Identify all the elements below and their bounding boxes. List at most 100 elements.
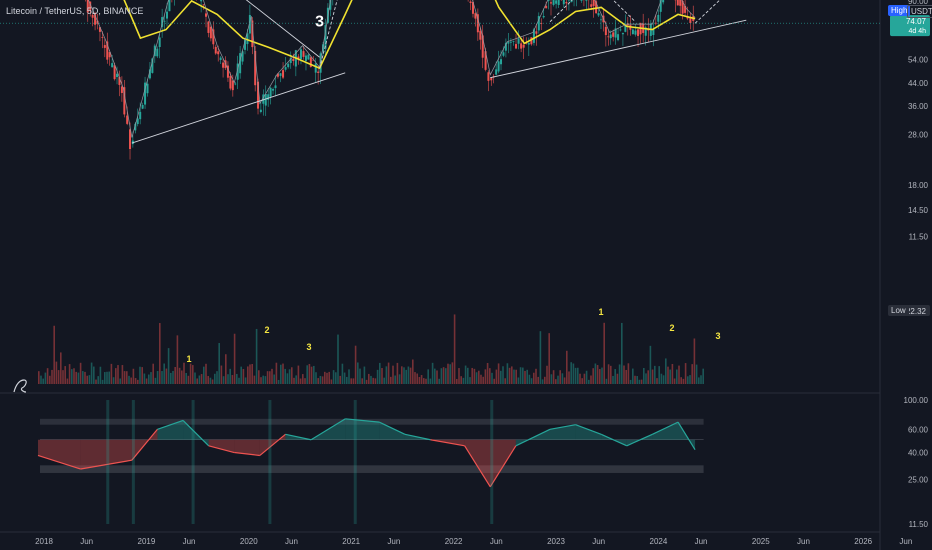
low-value: 22.32 — [906, 307, 927, 316]
volume-wave-label: 2 — [264, 325, 269, 335]
candle-body — [644, 27, 647, 36]
low-value-badge — [906, 305, 930, 316]
volume-bar — [178, 367, 181, 384]
indicator-line — [404, 433, 431, 441]
volume-bar — [368, 373, 370, 384]
candle-body — [123, 87, 126, 115]
price-tick-label: 18.00 — [908, 181, 929, 190]
volume-bar — [354, 345, 357, 384]
volume-bar — [640, 379, 643, 384]
volume-bar — [163, 363, 165, 384]
volume-wave-label: 3 — [306, 342, 311, 352]
candle-body — [292, 58, 295, 61]
candle-body — [681, 0, 684, 14]
volume-bar — [678, 365, 680, 384]
volume-bar — [634, 375, 636, 384]
candle-body — [120, 86, 123, 93]
candle-body — [565, 2, 568, 4]
volume-bar — [469, 377, 471, 384]
candle-body — [612, 32, 615, 37]
volume-bar — [535, 368, 537, 384]
indicator-line — [345, 418, 380, 423]
volume-bar — [222, 376, 225, 384]
volume-bar — [77, 372, 80, 384]
candle-body — [101, 37, 104, 38]
time-tick-label: 2022 — [445, 537, 463, 546]
volume-bar — [405, 369, 407, 384]
volume-bar — [97, 376, 99, 384]
candle-body — [226, 65, 229, 78]
volume-bar — [425, 378, 427, 384]
time-tick-label: 2019 — [138, 537, 156, 546]
indicator-fill — [157, 420, 184, 440]
volume-bar — [416, 373, 418, 384]
candle-body — [89, 1, 92, 11]
candle-body — [689, 17, 692, 24]
volume-bar — [346, 376, 348, 384]
volume-bar — [651, 369, 654, 384]
volume-bar — [216, 371, 218, 384]
volume-bar — [632, 368, 634, 384]
volume-bar — [88, 375, 91, 384]
volume-bar — [229, 368, 231, 384]
volume-bar — [480, 374, 482, 384]
currency-badge[interactable]: USDT — [907, 5, 932, 18]
volume-bar — [548, 333, 550, 384]
candle-body — [512, 40, 515, 42]
candle-body — [652, 29, 655, 36]
volume-bar — [156, 371, 159, 384]
volume-bar — [295, 375, 297, 384]
volume-bar — [130, 377, 132, 384]
candle-body — [144, 82, 147, 105]
volume-bar — [46, 368, 49, 384]
volume-bar — [557, 375, 559, 384]
candle-body — [98, 27, 101, 32]
volume-bar — [185, 372, 187, 384]
volume-bar — [445, 368, 447, 384]
volume-bar — [317, 378, 319, 384]
time-tick-label: 2026 — [854, 537, 872, 546]
last-price-value: 74.07 — [906, 17, 927, 26]
candle-body — [515, 44, 518, 49]
indicator-line — [652, 421, 679, 435]
volume-bar — [671, 363, 674, 384]
candle-body — [289, 58, 292, 64]
candle-body — [495, 69, 498, 75]
candle-body — [217, 51, 220, 55]
volume-bar — [537, 376, 539, 384]
candle-body — [585, 0, 588, 2]
countdown-label: 4d 4h — [908, 28, 926, 35]
indicator-line — [208, 445, 235, 454]
volume-bar — [194, 372, 196, 384]
volume-bar — [363, 366, 366, 384]
volume-bar — [258, 370, 260, 384]
volume-bar — [365, 379, 368, 384]
volume-bar — [225, 354, 227, 384]
volume-bar — [132, 368, 135, 384]
volume-wave-label: 1 — [598, 307, 603, 317]
volume-bar — [702, 368, 704, 384]
candle-body — [116, 73, 119, 77]
volume-bar — [352, 378, 355, 384]
indicator-line — [489, 445, 517, 488]
candle-body — [507, 42, 510, 44]
volume-bar — [337, 334, 339, 384]
volume-bar — [55, 361, 58, 384]
volume-bar — [143, 373, 146, 384]
volume-bar — [84, 371, 86, 384]
candle-body — [96, 20, 99, 24]
candle-body — [520, 43, 523, 49]
volume-bar — [471, 367, 473, 384]
time-tick-label: Jun — [899, 537, 912, 546]
symbol-title[interactable]: Litecoin / TetherUS, 5D, BINANCE — [6, 6, 144, 16]
candle-body — [542, 16, 545, 18]
candle-body — [239, 53, 242, 74]
volume-bar — [504, 378, 506, 384]
volume-bar — [207, 375, 209, 384]
candle-body — [302, 51, 305, 57]
indicator-line — [626, 433, 653, 447]
volume-bar — [662, 375, 665, 384]
volume-bar — [141, 367, 143, 384]
volume-bar — [559, 370, 561, 384]
